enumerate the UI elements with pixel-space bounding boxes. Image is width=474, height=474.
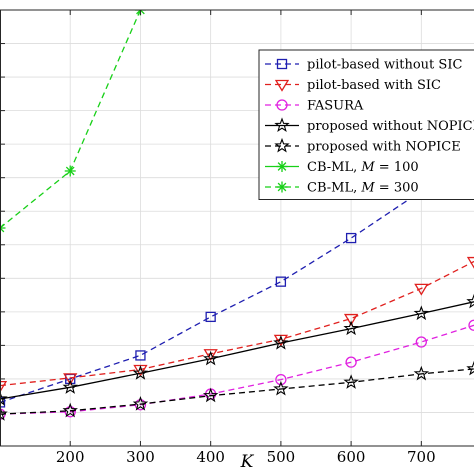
legend-label-text: CB-ML, xyxy=(307,181,361,196)
data-point-1-1 xyxy=(63,373,78,386)
series-line-2 xyxy=(0,324,474,415)
legend-label-text: FASURA xyxy=(307,99,364,114)
data-point-4-2 xyxy=(132,395,149,411)
data-point-4-4 xyxy=(273,380,289,396)
series-3 xyxy=(0,293,474,406)
data-point-4-7 xyxy=(466,360,474,376)
legend-label-6: CB-ML, M = 300 xyxy=(307,181,419,196)
data-point-1-3 xyxy=(203,349,218,362)
legend-label-text: CB-ML, xyxy=(307,160,361,175)
legend-marker-6 xyxy=(276,181,288,193)
legend-label-value: = 300 xyxy=(375,181,419,196)
legend: pilot-based without SIC pilot-based with … xyxy=(258,49,474,200)
data-point-3-2 xyxy=(132,365,149,380)
data-point-1-5 xyxy=(343,313,359,326)
x-tick-label-500: 500 xyxy=(267,448,296,466)
x-tick-label-600: 600 xyxy=(337,448,366,466)
data-point-3-3 xyxy=(202,350,219,366)
legend-label-2: FASURA xyxy=(307,99,364,114)
legend-entry-2: FASURA xyxy=(265,99,364,114)
data-point-2-5 xyxy=(345,356,357,368)
legend-label-variable: M xyxy=(360,181,375,196)
legend-entry-3: proposed without NOPICE xyxy=(265,117,474,134)
legend-label-variable: M xyxy=(360,160,375,175)
legend-entry-1: pilot-based with SIC xyxy=(265,78,441,93)
data-point-4-6 xyxy=(413,365,430,381)
data-point-3-0 xyxy=(0,390,8,406)
legend-marker-0 xyxy=(276,58,288,70)
legend-entry-4: proposed with NOPICE xyxy=(265,137,461,155)
legend-label-5: CB-ML, M = 100 xyxy=(307,160,419,175)
series-2 xyxy=(0,319,474,420)
legend-marker-5 xyxy=(276,161,288,172)
legend-marker-4 xyxy=(274,137,290,153)
legend-entry-5: CB-ML, M = 100 xyxy=(265,160,419,175)
data-point-3-1 xyxy=(62,379,78,394)
legend-marker-3 xyxy=(274,117,290,133)
series-line-3 xyxy=(0,301,474,400)
data-point-1-0 xyxy=(0,380,8,393)
legend-label-4: proposed with NOPICE xyxy=(307,140,461,155)
x-tick-label-300: 300 xyxy=(126,448,155,466)
legend-label-1: pilot-based with SIC xyxy=(307,78,441,93)
legend-entry-0: pilot-based without SIC xyxy=(265,58,462,73)
legend-label-value: = 100 xyxy=(375,160,419,175)
data-point-0-2 xyxy=(135,350,146,361)
legend-label-0: pilot-based without SIC xyxy=(307,58,462,73)
data-point-4-1 xyxy=(62,402,78,418)
series-6 xyxy=(0,10,146,234)
data-point-3-4 xyxy=(273,334,289,350)
legend-label-text: proposed with NOPICE xyxy=(307,140,461,155)
data-point-1-7 xyxy=(466,256,474,269)
data-point-3-7 xyxy=(466,293,474,309)
x-axis-label: K xyxy=(240,452,255,472)
legend-label-text: proposed without NOPICE xyxy=(307,119,474,134)
legend-marker-1 xyxy=(274,79,290,92)
data-point-0-0 xyxy=(0,397,6,408)
data-point-0-5 xyxy=(345,232,357,244)
data-point-3-6 xyxy=(413,305,430,321)
data-point-0-3 xyxy=(205,311,216,323)
data-point-2-4 xyxy=(275,373,287,386)
legend-label-3: proposed without NOPICE xyxy=(307,119,474,134)
data-point-6-1 xyxy=(64,165,76,177)
data-point-2-6 xyxy=(415,336,427,348)
legend-box xyxy=(258,49,474,200)
data-point-4-5 xyxy=(343,374,359,389)
data-point-0-4 xyxy=(275,276,287,287)
series-line-1 xyxy=(0,260,474,387)
legend-label-text: pilot-based with SIC xyxy=(307,78,441,93)
data-point-2-7 xyxy=(468,319,474,331)
x-tick-label-400: 400 xyxy=(196,448,225,466)
legend-marker-2 xyxy=(276,99,288,111)
data-point-1-6 xyxy=(414,283,429,296)
series-layer xyxy=(0,10,474,421)
data-point-3-5 xyxy=(343,320,359,336)
data-point-2-1 xyxy=(64,406,76,418)
data-point-4-3 xyxy=(202,387,219,403)
axes xyxy=(0,9,474,447)
x-tick-label-700: 700 xyxy=(407,448,436,466)
legend-label-text: pilot-based without SIC xyxy=(307,58,462,73)
x-tick-labels: 200 300 400 500 600 700 xyxy=(56,448,436,466)
series-line-4 xyxy=(0,368,474,415)
legend-entry-6: CB-ML, M = 300 xyxy=(265,181,419,196)
x-tick-label-200: 200 xyxy=(56,448,85,466)
